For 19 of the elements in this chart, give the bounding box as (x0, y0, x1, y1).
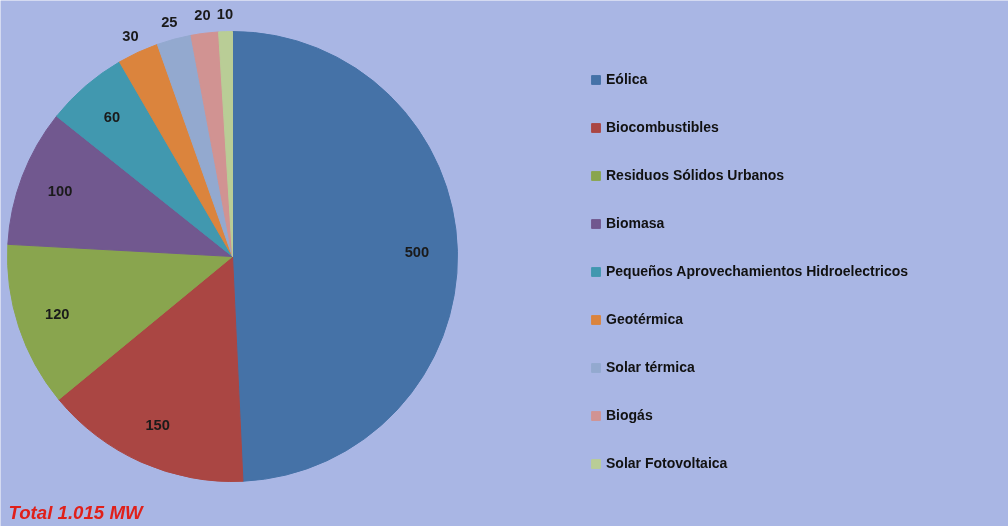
text: Total 1.015 MW (8, 501, 144, 523)
data-label: 60 (103, 108, 121, 125)
data-label: 10 (216, 5, 234, 22)
data-label: 100 (47, 182, 73, 199)
data-label: 25 (161, 13, 178, 30)
legend-label: Eólica (606, 71, 648, 87)
legend-label: Biocombustibles (606, 119, 719, 135)
legend-label: Pequeños Aprovechamientos Hidroelectricos (606, 263, 909, 279)
data-label: 30 (122, 27, 139, 44)
legend-label: Geotérmica (606, 311, 684, 327)
legend-label: Solar térmica (606, 359, 695, 375)
data-label: 20 (194, 7, 211, 24)
legend-label: Biogás (606, 407, 653, 423)
data-label: 500 (404, 244, 430, 261)
data-label: 150 (145, 417, 170, 434)
legend-label: Solar Fotovoltaica (606, 455, 728, 471)
legend-label: Residuos Sólidos Urbanos (606, 167, 785, 183)
data-label: 120 (44, 306, 70, 323)
legend-label: Biomasa (606, 215, 665, 231)
